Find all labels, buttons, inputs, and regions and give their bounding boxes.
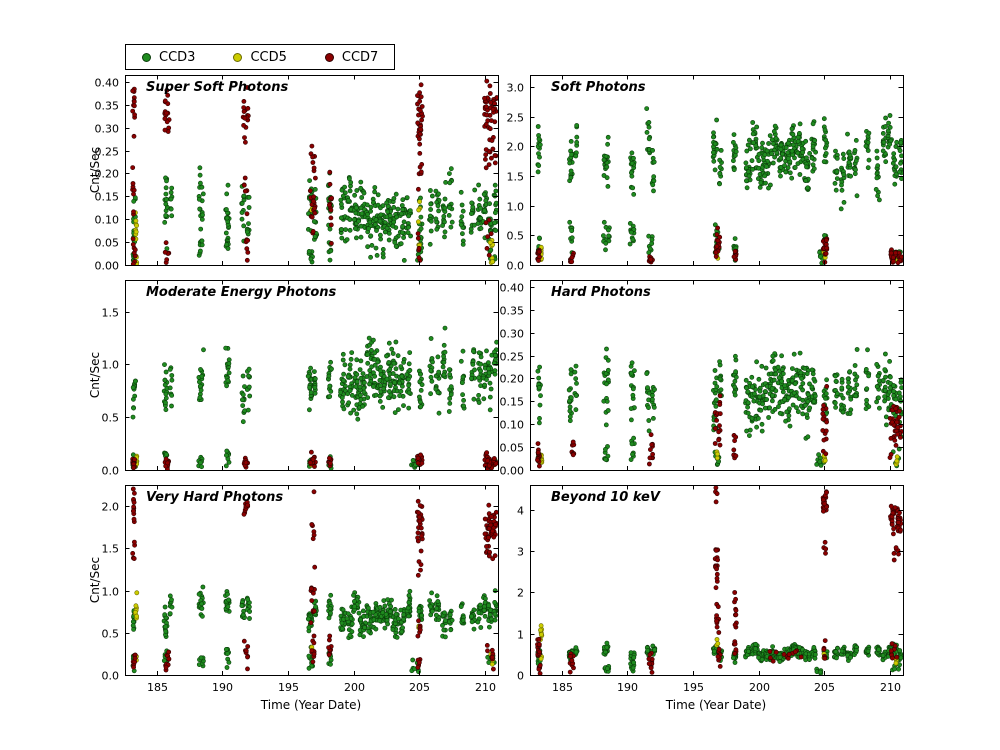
y-tick-label: 0.10 — [500, 419, 525, 432]
y-tick-label: 2.0 — [102, 501, 120, 514]
y-tick-label: 0.25 — [500, 351, 525, 364]
y-tick-label: 1.0 — [102, 359, 120, 372]
y-tick-label: 2 — [517, 587, 524, 600]
y-tick-label: 1.5 — [102, 307, 120, 320]
y-tick-label: 0.40 — [500, 282, 525, 295]
y-tick-label: 0.35 — [95, 100, 120, 113]
y-axis-label-row3: Cnt/Sec — [88, 556, 102, 604]
y-tick-label: 0.5 — [102, 412, 120, 425]
y-axis-label-row2: Cnt/Sec — [88, 351, 102, 399]
y-tick-label: 0.05 — [95, 237, 120, 250]
y-tick-label: 0.40 — [95, 77, 120, 90]
legend: CCD3 CCD5 CCD7 — [125, 44, 396, 70]
x-tick-label: 195 — [683, 681, 704, 694]
y-tick-label: 0.20 — [95, 168, 120, 181]
y-axis-label-row1: Cnt/Sec — [88, 146, 102, 194]
y-tick-label: 2.5 — [507, 112, 525, 125]
ccd3-marker-icon — [142, 52, 151, 62]
x-tick-label: 200 — [344, 681, 365, 694]
legend-item-ccd7: CCD7 — [324, 49, 379, 65]
legend-item-ccd5: CCD5 — [233, 49, 287, 65]
y-tick-label: 3.0 — [507, 82, 525, 95]
subplot-title-hard-photons: Hard Photons — [551, 285, 651, 300]
y-tick-label: 1.5 — [102, 543, 120, 556]
subplot-axes-panel-5 — [530, 485, 904, 676]
legend-label-ccd5: CCD5 — [250, 49, 287, 65]
x-tick-label: 190 — [617, 681, 638, 694]
y-tick-label: 2.0 — [507, 141, 525, 154]
y-tick-label: 1.5 — [507, 171, 525, 184]
x-tick-label: 210 — [880, 681, 901, 694]
y-tick-label: 0.20 — [500, 373, 525, 386]
subplot-title-super-soft-photons: Super Soft Photons — [146, 80, 289, 95]
subplot-axes-panel-1 — [530, 75, 904, 266]
x-tick-label: 185 — [552, 681, 573, 694]
ccd7-marker-icon — [324, 52, 334, 62]
y-tick-label: 0.30 — [95, 123, 120, 136]
scatter-points-panel-3 — [535, 346, 903, 469]
x-tick-label: 210 — [475, 681, 496, 694]
subplot-axes-panel-2 — [125, 280, 499, 471]
x-tick-label: 185 — [147, 681, 168, 694]
y-tick-label: 1.0 — [507, 201, 525, 214]
y-tick-label: 0.5 — [507, 230, 525, 243]
y-tick-label: 0.15 — [95, 191, 120, 204]
subplot-axes-panel-3 — [530, 280, 904, 471]
y-tick-label: 0.30 — [500, 328, 525, 341]
x-axis-label-right: Time (Year Date) — [665, 698, 767, 712]
x-axis-label-left: Time (Year Date) — [260, 698, 362, 712]
y-tick-label: 0.25 — [95, 146, 120, 159]
x-tick-label: 205 — [814, 681, 835, 694]
y-tick-label: 0.0 — [102, 465, 120, 478]
y-tick-label: 4 — [517, 505, 524, 518]
subplot-title-moderate-energy-photons: Moderate Energy Photons — [146, 285, 337, 300]
x-tick-label: 190 — [212, 681, 233, 694]
subplot-axes-panel-0 — [125, 75, 499, 266]
subplot-title-beyond-10-kev: Beyond 10 keV — [551, 490, 660, 505]
y-tick-label: 0.10 — [95, 214, 120, 227]
subplot-title-soft-photons: Soft Photons — [551, 80, 646, 95]
x-tick-label: 200 — [749, 681, 770, 694]
scatter-points-panel-5 — [535, 485, 903, 675]
y-tick-label: 0.0 — [507, 260, 525, 273]
legend-item-ccd3: CCD3 — [142, 50, 195, 65]
y-tick-label: 0.00 — [95, 260, 120, 273]
subplot-axes-panel-4 — [125, 485, 499, 676]
x-tick-label: 195 — [278, 681, 299, 694]
scatter-points-panel-2 — [130, 325, 498, 470]
legend-label-ccd7: CCD7 — [341, 49, 379, 65]
y-tick-label: 0.15 — [500, 396, 525, 409]
scatter-points-panel-0 — [130, 78, 498, 265]
ccd5-marker-icon — [233, 52, 243, 62]
y-tick-label: 0.35 — [500, 305, 525, 318]
x-tick-label: 205 — [409, 681, 430, 694]
scatter-points-panel-4 — [130, 486, 498, 675]
y-tick-label: 0.00 — [500, 465, 525, 478]
y-tick-label: 0 — [517, 670, 524, 683]
legend-label-ccd3: CCD3 — [159, 49, 196, 65]
y-tick-label: 3 — [517, 546, 524, 559]
y-tick-label: 0.5 — [102, 628, 120, 641]
y-tick-label: 1.0 — [102, 586, 120, 599]
y-tick-label: 1 — [517, 629, 524, 642]
y-tick-label: 0.05 — [500, 442, 525, 455]
scatter-points-panel-1 — [535, 106, 903, 265]
subplot-title-very-hard-photons: Very Hard Photons — [146, 490, 284, 505]
y-tick-label: 0.0 — [102, 670, 120, 683]
